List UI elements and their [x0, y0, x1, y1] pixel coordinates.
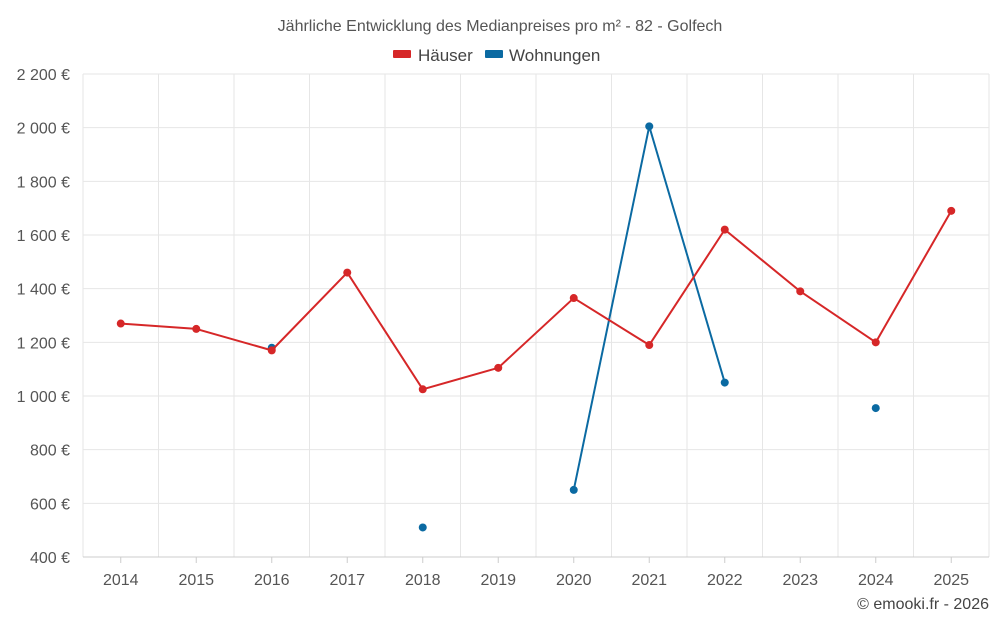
- y-tick-label: 1 400 €: [17, 282, 70, 299]
- data-point-wohnungen-2020[interactable]: [569, 485, 578, 494]
- x-tick-label: 2021: [631, 572, 667, 589]
- data-point-wohnungen-2022[interactable]: [720, 378, 729, 387]
- y-tick-label: 1 800 €: [17, 174, 70, 191]
- chart-title: Jährliche Entwicklung des Medianpreises …: [278, 18, 723, 35]
- x-tick-label: 2024: [858, 572, 894, 589]
- series-wohnungen: [267, 122, 880, 532]
- y-tick-label: 2 000 €: [17, 121, 70, 138]
- data-point-wohnungen-2021[interactable]: [645, 122, 654, 131]
- data-point-haeuser-2014[interactable]: [116, 319, 125, 328]
- series: [116, 122, 956, 532]
- x-tick-label: 2022: [707, 572, 743, 589]
- y-tick-label: 400 €: [30, 550, 70, 567]
- data-point-haeuser-2018[interactable]: [418, 385, 427, 394]
- x-tick-label: 2025: [933, 572, 969, 589]
- data-point-wohnungen-2018[interactable]: [418, 523, 427, 532]
- x-tick-label: 2023: [782, 572, 818, 589]
- legend-label-wohnungen: Wohnungen: [509, 46, 600, 65]
- x-tick-label: 2016: [254, 572, 290, 589]
- y-tick-label: 600 €: [30, 496, 70, 513]
- x-tick-label: 2017: [329, 572, 365, 589]
- y-tick-label: 1 600 €: [17, 228, 70, 245]
- data-point-haeuser-2021[interactable]: [645, 341, 654, 350]
- data-point-wohnungen-2024[interactable]: [871, 404, 880, 413]
- data-point-haeuser-2017[interactable]: [343, 268, 352, 277]
- x-tick-label: 2019: [480, 572, 516, 589]
- x-tick-label: 2014: [103, 572, 139, 589]
- legend-label-haeuser: Häuser: [418, 46, 473, 65]
- y-tick-label: 1 200 €: [17, 335, 70, 352]
- credit-text: © emooki.fr - 2026: [857, 596, 989, 613]
- grid: [82, 73, 990, 557]
- data-point-haeuser-2016[interactable]: [267, 346, 276, 355]
- data-point-haeuser-2015[interactable]: [192, 324, 201, 333]
- legend: Häuser Wohnungen: [393, 46, 600, 65]
- y-tick-label: 1 000 €: [17, 389, 70, 406]
- series-line-haeuser: [120, 210, 953, 391]
- y-tick-label: 2 200 €: [17, 67, 70, 84]
- legend-item-haeuser[interactable]: Häuser: [393, 46, 473, 65]
- data-point-haeuser-2020[interactable]: [569, 294, 578, 303]
- legend-item-wohnungen[interactable]: Wohnungen: [485, 46, 600, 65]
- series-haeuser: [116, 206, 956, 394]
- data-point-haeuser-2024[interactable]: [871, 338, 880, 347]
- x-tick-label: 2018: [405, 572, 441, 589]
- data-point-haeuser-2019[interactable]: [494, 363, 503, 372]
- data-point-haeuser-2023[interactable]: [796, 287, 805, 296]
- x-tick-label: 2020: [556, 572, 592, 589]
- legend-swatch-haeuser: [393, 50, 411, 58]
- data-point-haeuser-2022[interactable]: [720, 225, 729, 234]
- y-tick-label: 800 €: [30, 443, 70, 460]
- x-tick-label: 2015: [178, 572, 214, 589]
- data-point-haeuser-2025[interactable]: [947, 206, 956, 215]
- axes: 400 € 600 € 800 € 1 000 € 1 200 € 1 400 € 1 60…: [17, 67, 989, 589]
- legend-swatch-wohnungen: [485, 50, 503, 58]
